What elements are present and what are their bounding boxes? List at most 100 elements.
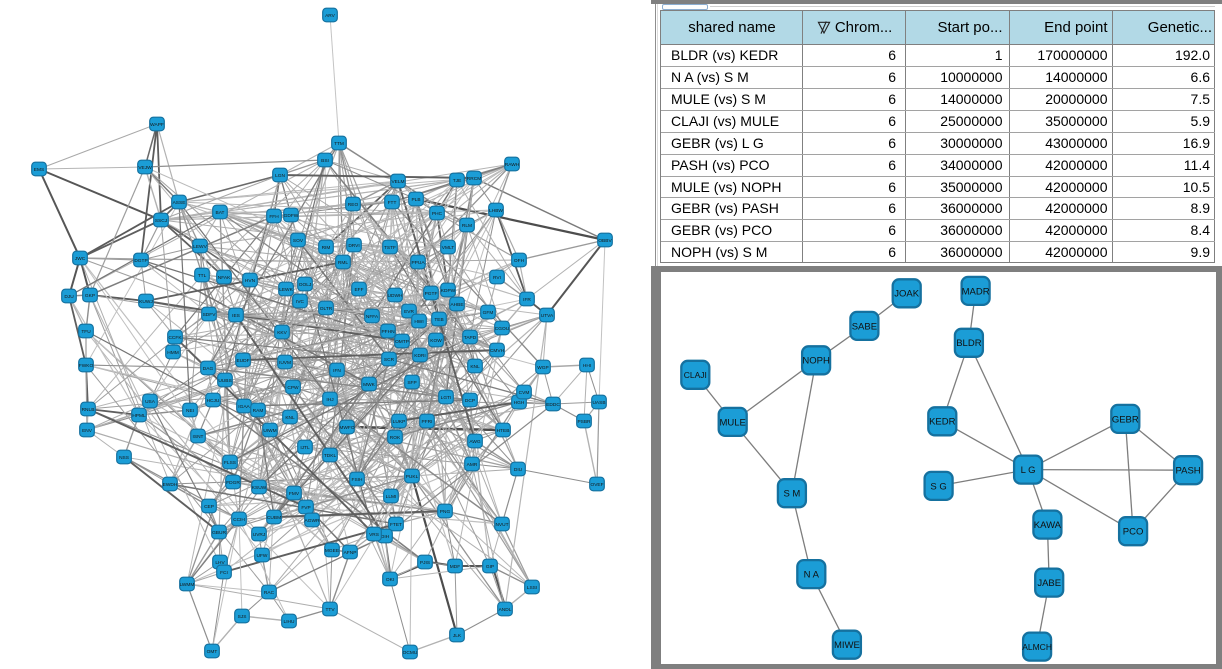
- svg-text:AHBE: AHBE: [450, 302, 463, 308]
- svg-text:PUKL: PUKL: [406, 474, 419, 480]
- svg-text:OKI: OKI: [386, 577, 394, 583]
- svg-text:IGAA: IGAA: [238, 404, 250, 410]
- svg-text:HPML: HPML: [132, 413, 146, 419]
- svg-text:GFM: GFM: [483, 310, 494, 316]
- svg-text:IUVM: IUVM: [279, 360, 291, 366]
- svg-text:PFHN: PFHN: [381, 329, 395, 335]
- svg-text:CEP: CEP: [204, 504, 214, 510]
- svg-text:DAG: DAG: [203, 366, 214, 372]
- svg-text:UDWH: UDWH: [388, 293, 403, 299]
- svg-text:FTT: FTT: [388, 200, 397, 206]
- svg-text:RAC: RAC: [264, 590, 275, 596]
- svg-text:DIH: DIH: [381, 534, 390, 540]
- svg-text:VMLT: VMLT: [442, 245, 455, 251]
- svg-text:S M: S M: [783, 488, 800, 499]
- svg-text:TTV: TTV: [325, 607, 335, 613]
- svg-text:OFH: OFH: [514, 258, 525, 264]
- svg-text:CLAJI: CLAJI: [684, 370, 707, 380]
- svg-text:UVRJ: UVRJ: [253, 532, 266, 538]
- svg-text:UUBS: UUBS: [218, 378, 231, 384]
- svg-text:L G: L G: [1021, 465, 1036, 476]
- svg-text:CMVH: CMVH: [490, 348, 505, 354]
- svg-text:FVP: FVP: [301, 505, 310, 511]
- svg-text:RRCM: RRCM: [467, 176, 481, 182]
- svg-text:FDGR: FDGR: [226, 480, 240, 486]
- svg-text:OVEF: OVEF: [590, 482, 603, 488]
- svg-text:BAT: BAT: [216, 210, 225, 216]
- svg-text:LUKP: LUKP: [393, 419, 406, 425]
- svg-text:GKP: GKP: [85, 293, 95, 299]
- svg-text:CVM: CVM: [519, 390, 530, 396]
- svg-text:CGOU: CGOU: [495, 326, 510, 332]
- svg-text:MIWE: MIWE: [834, 640, 860, 651]
- svg-text:JWC: JWC: [75, 256, 86, 262]
- svg-text:EUDF: EUDF: [236, 358, 249, 364]
- svg-text:LIHU: LIHU: [284, 619, 295, 625]
- svg-text:MADR: MADR: [962, 286, 990, 297]
- svg-text:KSUW: KSUW: [252, 485, 267, 491]
- svg-text:LGTI: LGTI: [441, 395, 452, 401]
- svg-text:NSS: NSS: [119, 455, 129, 461]
- svg-text:NOPH: NOPH: [802, 355, 830, 366]
- svg-text:TDKL: TDKL: [324, 453, 337, 459]
- svg-text:KDPW: KDPW: [441, 288, 456, 294]
- svg-text:OOLJ: OOLJ: [299, 282, 312, 288]
- svg-text:PFRI: PFRI: [422, 419, 433, 425]
- svg-text:RLM: RLM: [462, 223, 472, 229]
- svg-text:TSTF: TSTF: [384, 245, 396, 251]
- svg-text:SCR: SCR: [384, 357, 395, 363]
- svg-text:DIU: DIU: [514, 467, 523, 473]
- svg-text:VEJW: VEJW: [138, 165, 152, 171]
- svg-text:GDFW: GDFW: [284, 213, 299, 219]
- svg-text:AWG: AWG: [469, 439, 481, 445]
- svg-text:LGN: LGN: [275, 173, 285, 179]
- svg-text:CPW: CPW: [287, 385, 299, 391]
- svg-text:EWDH: EWDH: [163, 482, 178, 488]
- svg-text:VELM: VELM: [391, 179, 404, 185]
- svg-text:FFH: FFH: [269, 214, 279, 220]
- svg-text:RNLB: RNLB: [82, 407, 95, 413]
- svg-text:LSSI: LSSI: [527, 585, 537, 591]
- svg-text:OMTP: OMTP: [395, 339, 409, 345]
- svg-text:ASSE: ASSE: [173, 200, 186, 206]
- svg-text:LHBW: LHBW: [489, 208, 503, 214]
- svg-text:ANDL: ANDL: [499, 607, 512, 613]
- svg-text:LWMM: LWMM: [180, 582, 195, 588]
- svg-text:IES: IES: [232, 313, 240, 319]
- svg-text:ARV: ARV: [325, 13, 336, 19]
- svg-text:KOW: KOW: [430, 338, 442, 344]
- svg-text:KNL: KNL: [470, 364, 480, 370]
- svg-text:DJU: DJU: [64, 294, 74, 300]
- svg-text:IFN: IFN: [333, 368, 341, 374]
- svg-text:KKV: KKV: [277, 330, 287, 336]
- svg-text:HHI: HHI: [583, 363, 591, 369]
- svg-text:HWI: HWI: [414, 319, 423, 325]
- svg-text:UASB: UASB: [592, 400, 605, 406]
- svg-text:AFNP: AFNP: [344, 550, 357, 556]
- svg-text:PCO: PCO: [1123, 526, 1144, 537]
- svg-text:EVR: EVR: [404, 309, 414, 315]
- svg-text:MWFO: MWFO: [339, 425, 354, 431]
- svg-text:LEWK: LEWK: [279, 287, 293, 293]
- svg-text:IFR: IFR: [523, 297, 531, 303]
- svg-text:BSI: BSI: [321, 158, 329, 164]
- svg-text:JLK: JLK: [453, 633, 462, 639]
- svg-text:USA: USA: [145, 399, 156, 405]
- svg-text:TTL: TTL: [198, 273, 207, 279]
- svg-text:OLTR: OLTR: [320, 306, 333, 312]
- svg-text:NFFA: NFFA: [366, 314, 379, 320]
- svg-text:EFF: EFF: [354, 287, 363, 293]
- svg-text:RML: RML: [338, 260, 348, 266]
- svg-text:SABE: SABE: [852, 321, 877, 332]
- svg-text:FSIH: FSIH: [352, 477, 363, 483]
- svg-text:ROK: ROK: [390, 435, 401, 441]
- svg-text:OBBV: OBBV: [598, 238, 612, 244]
- svg-text:PASH: PASH: [1176, 465, 1201, 476]
- svg-text:TFU: TFU: [81, 329, 91, 335]
- svg-text:SOV: SOV: [293, 238, 304, 244]
- svg-text:SDFV: SDFV: [203, 312, 217, 318]
- svg-text:MDF: MDF: [450, 564, 460, 570]
- svg-text:SFP: SFP: [407, 380, 416, 386]
- svg-text:LLMI: LLMI: [386, 494, 397, 500]
- svg-text:GIP: GIP: [486, 564, 494, 570]
